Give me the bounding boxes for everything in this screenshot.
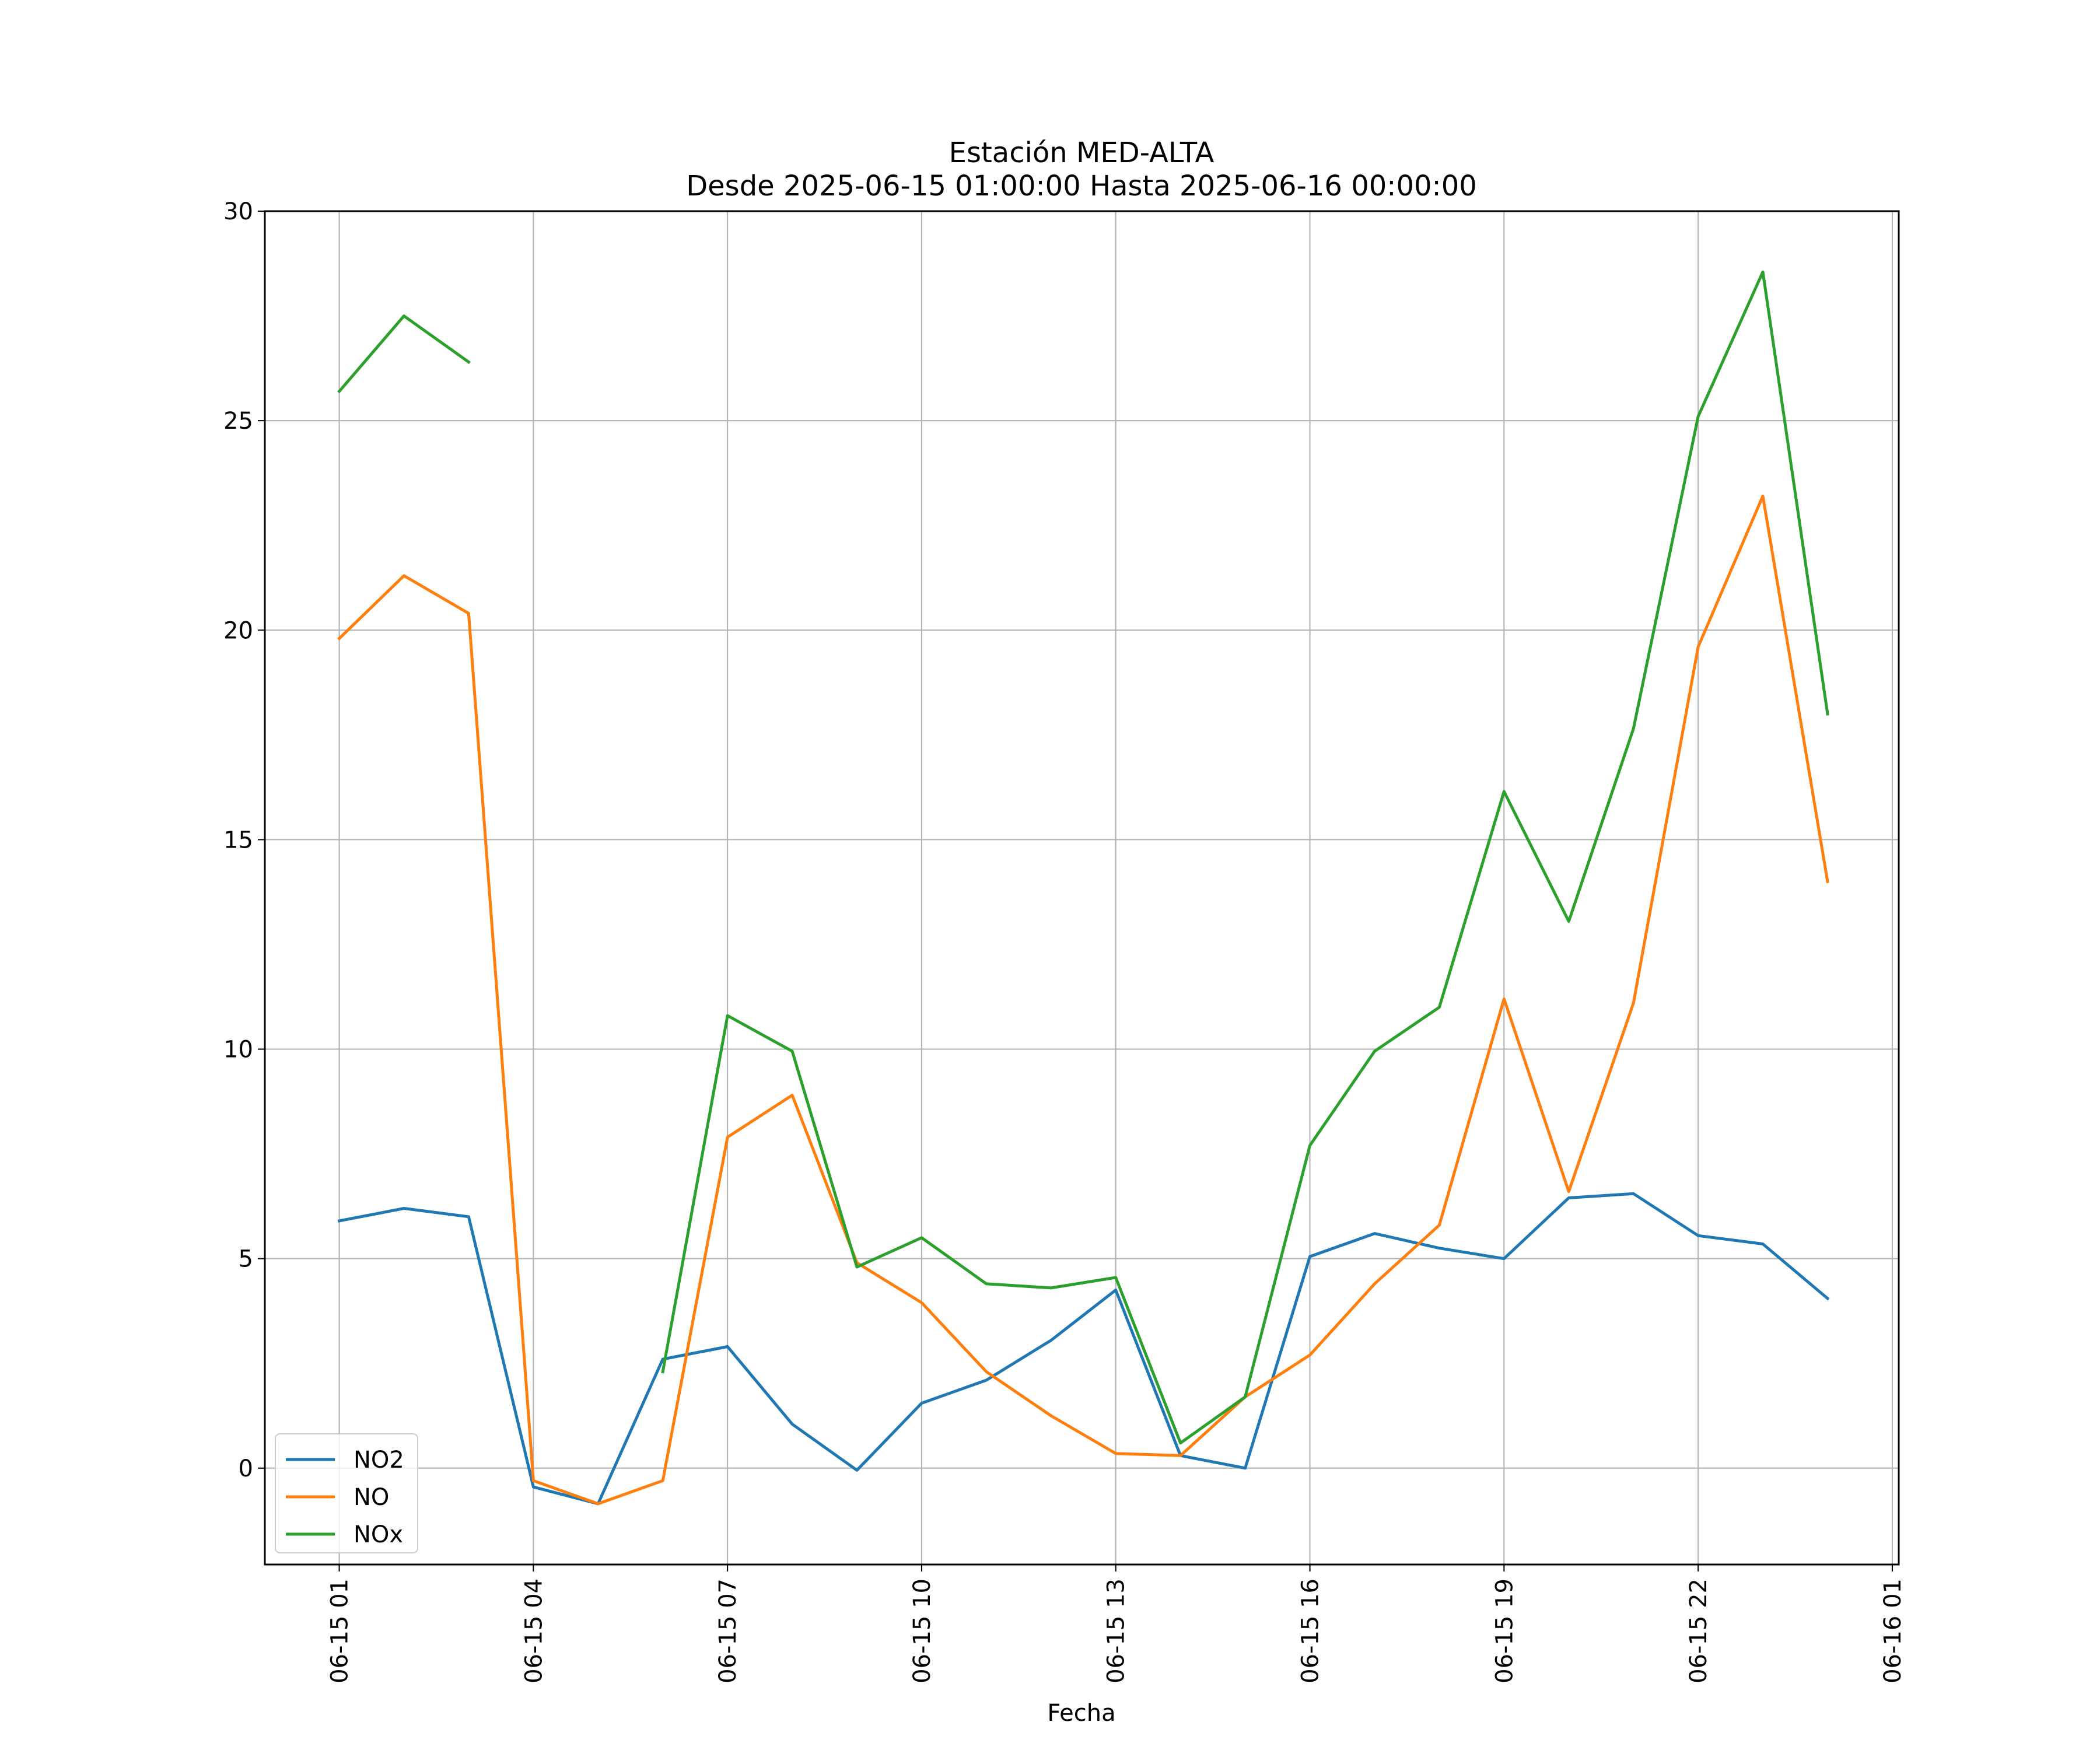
x-axis-label: Fecha: [1047, 1700, 1115, 1727]
y-tick-label: 20: [223, 617, 253, 644]
series-line-nox: [337, 314, 471, 394]
legend-label-no2: NO2: [354, 1447, 404, 1474]
series-line-no: [337, 494, 1829, 1506]
legend-label-nox: NOx: [354, 1521, 403, 1548]
y-tick-label: 0: [239, 1455, 253, 1482]
series-lines: [337, 270, 1830, 1506]
x-tick-label: 06-15 19: [1491, 1578, 1518, 1684]
x-tick-label: 06-15 13: [1103, 1578, 1130, 1684]
x-tick-label: 06-16 01: [1880, 1578, 1906, 1684]
y-tick-label: 5: [239, 1246, 253, 1273]
x-axis: 06-15 01 06-15 04 06-15 07 06-15 10 06-15 13…: [327, 1564, 1906, 1684]
grid-lines: [265, 211, 1899, 1564]
y-tick-label: 10: [223, 1037, 253, 1063]
legend: NO2 NO NOx: [275, 1433, 418, 1553]
x-tick-label: 06-15 16: [1297, 1578, 1324, 1684]
series-line-nox: [661, 270, 1829, 1445]
y-axis: 0 5 10 15 20 25 30: [223, 198, 265, 1482]
y-tick-label: 30: [223, 198, 253, 225]
chart-subtitle: Desde 2025-06-15 01:00:00 Hasta 2025-06-…: [686, 170, 1477, 202]
x-tick-label: 06-15 10: [909, 1578, 936, 1684]
y-tick-label: 25: [223, 408, 253, 435]
y-tick-label: 15: [223, 827, 253, 853]
legend-box: [275, 1433, 418, 1553]
series-line-no2: [337, 1192, 1830, 1506]
plot-frame: [264, 210, 1900, 1566]
x-tick-label: 06-15 22: [1685, 1578, 1712, 1684]
x-tick-label: 06-15 04: [520, 1578, 547, 1684]
x-tick-label: 06-15 01: [327, 1578, 354, 1684]
legend-label-no: NO: [354, 1484, 389, 1511]
x-tick-label: 06-15 07: [715, 1578, 741, 1684]
chart-title: Estación MED-ALTA: [949, 136, 1214, 169]
